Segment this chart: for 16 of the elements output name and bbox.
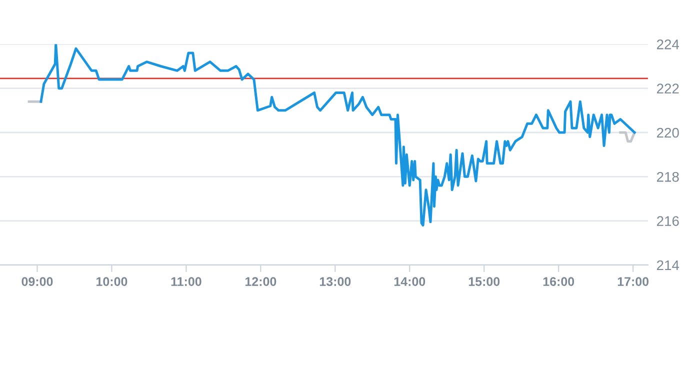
x-tick-label: 14:00 (394, 277, 426, 286)
y-tick-label: 214 (656, 260, 680, 270)
line-series (40, 44, 636, 226)
y-tick-label: 224 (656, 40, 680, 50)
x-tick-label: 12:00 (245, 277, 276, 286)
x-tick-label: 17:00 (618, 277, 649, 286)
x-tick-label: 09:00 (22, 277, 53, 286)
y-tick-label: 222 (656, 84, 679, 94)
x-tick-label: 16:00 (543, 277, 574, 286)
x-tick-label: 10:00 (96, 277, 128, 286)
x-tick-label: 15:00 (468, 277, 500, 286)
x-tick-label: 11:00 (171, 277, 202, 286)
x-tick-label: 13:00 (320, 277, 351, 286)
y-tick-label: 216 (656, 216, 679, 226)
y-tick-label: 218 (656, 172, 679, 182)
y-tick-label: 220 (656, 128, 679, 138)
